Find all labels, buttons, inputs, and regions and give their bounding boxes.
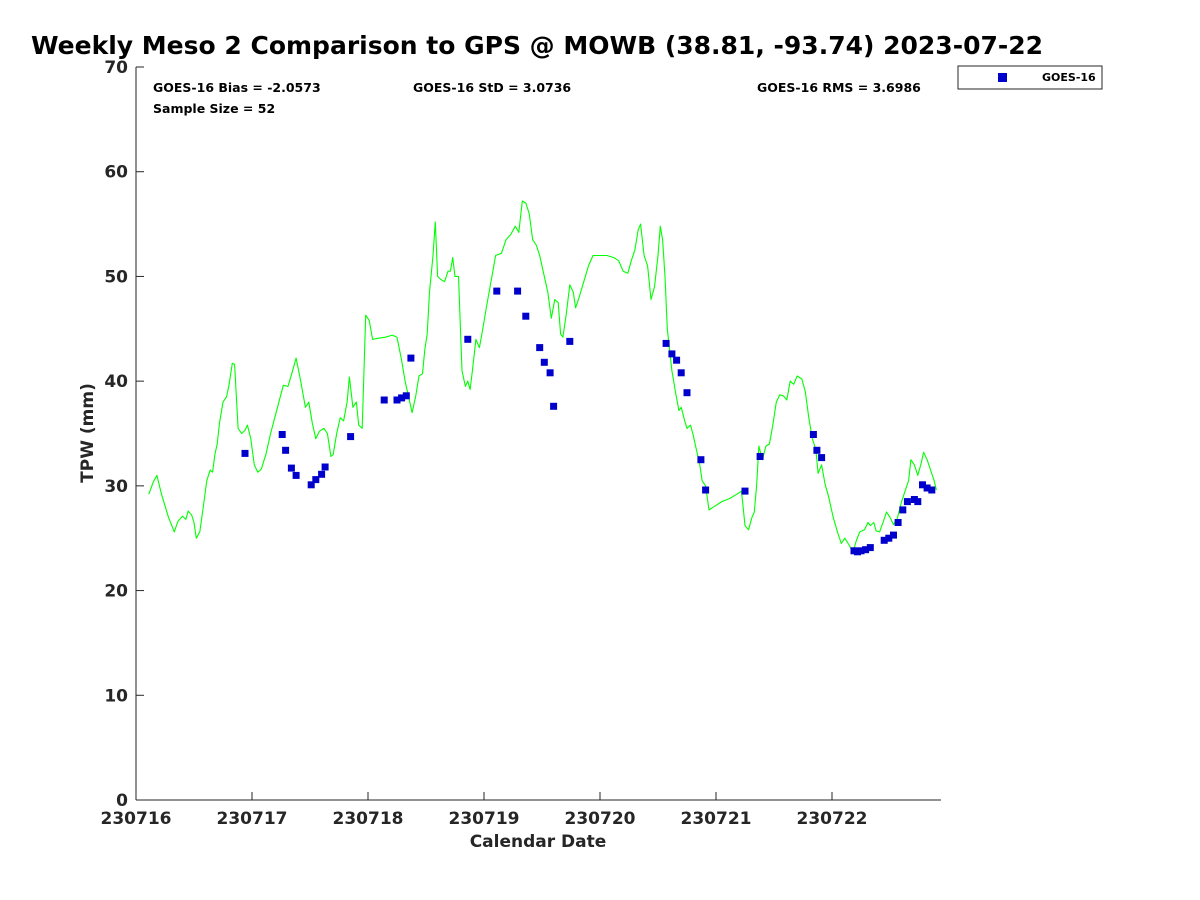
axes: [135, 67, 941, 801]
goes16-point: [857, 547, 865, 555]
goes16-point: [903, 498, 911, 506]
goes16-point: [894, 519, 902, 526]
goes16-point: [318, 470, 326, 478]
legend-box: [957, 65, 1103, 90]
series-layer: [148, 200, 937, 556]
goes16-point: [673, 356, 681, 364]
y-tick-label: 0: [116, 791, 128, 811]
goes16-point: [536, 344, 544, 352]
x-tick-label: 230720: [565, 809, 636, 829]
goes16-point: [407, 354, 415, 362]
goes16-point: [741, 487, 749, 495]
goes16-point: [818, 454, 826, 462]
rms-annotation: GOES-16 RMS = 3.6986: [757, 80, 921, 95]
goes16-point: [928, 486, 936, 494]
goes16-point: [312, 476, 320, 484]
goes16-point: [899, 506, 907, 514]
goes16-point: [702, 486, 710, 494]
y-tick-label: 20: [104, 582, 128, 602]
goes16-point: [522, 312, 530, 320]
y-ticks: 0 10 20 30 40 50 60 70: [104, 58, 144, 811]
goes16-point: [287, 464, 295, 472]
goes16-point: [914, 498, 922, 506]
x-tick-label: 230722: [797, 809, 868, 829]
y-tick-label: 70: [104, 58, 128, 78]
goes16-point: [493, 287, 501, 295]
goes16-point: [923, 484, 931, 492]
x-tick-label: 230719: [449, 809, 520, 829]
goes16-point: [540, 358, 548, 366]
goes16-point: [880, 536, 888, 544]
goes16-point: [756, 453, 764, 460]
goes16-point: [464, 335, 472, 343]
x-tick-label: 230717: [217, 809, 288, 829]
bias-annotation: GOES-16 Bias = -2.0573: [153, 80, 321, 95]
goes16-point: [282, 446, 290, 454]
goes16-point: [668, 350, 676, 358]
goes16-point: [546, 369, 554, 377]
goes16-point: [307, 481, 315, 489]
goes16-point: [550, 402, 558, 410]
goes16-point: [919, 481, 926, 489]
goes16-point: [292, 471, 300, 479]
legend: GOES-16: [957, 65, 1103, 90]
goes16-point: [402, 392, 410, 400]
stats-annotations: GOES-16 Bias = -2.0573 GOES-16 StD = 3.0…: [153, 80, 921, 116]
goes16-point: [347, 433, 355, 441]
x-tick-label: 230721: [681, 809, 752, 829]
legend-marker: [998, 73, 1007, 82]
goes16-point: [662, 339, 670, 347]
legend-label: GOES-16: [1042, 71, 1096, 84]
goes16-point: [380, 396, 388, 404]
goes16-point: [813, 446, 821, 454]
x-ticks: 230716 230717 230718 230719 230720 230721 2307…: [101, 792, 868, 829]
goes16-point: [241, 449, 249, 457]
std-annotation: GOES-16 StD = 3.0736: [413, 80, 571, 95]
x-tick-label: 230716: [101, 809, 172, 829]
goes16-point: [890, 531, 897, 539]
y-tick-label: 10: [104, 686, 128, 706]
goes16-point: [398, 394, 406, 402]
y-tick-label: 60: [104, 163, 128, 183]
sample-size-annotation: Sample Size = 52: [153, 101, 275, 116]
y-tick-label: 30: [104, 477, 128, 497]
plot-area: [136, 67, 941, 800]
goes16-point: [866, 544, 874, 552]
goes16-point: [697, 456, 705, 464]
goes16-point: [683, 389, 691, 397]
goes16-point: [566, 337, 574, 345]
x-tick-label: 230718: [333, 809, 404, 829]
goes16-point: [677, 369, 685, 377]
y-axis-label: TPW (mm): [78, 383, 98, 483]
y-tick-label: 40: [104, 372, 128, 392]
x-axis-label: Calendar Date: [470, 832, 607, 852]
goes16-point: [862, 546, 870, 554]
y-tick-label: 50: [104, 267, 128, 287]
chart-title: Weekly Meso 2 Comparison to GPS @ MOWB (…: [31, 31, 1043, 60]
goes16-point: [321, 463, 329, 471]
goes16-point: [393, 396, 401, 404]
goes16-point: [514, 287, 522, 295]
goes16-point: [809, 431, 817, 438]
goes16-point: [278, 431, 286, 438]
goes16-point: [885, 534, 893, 542]
